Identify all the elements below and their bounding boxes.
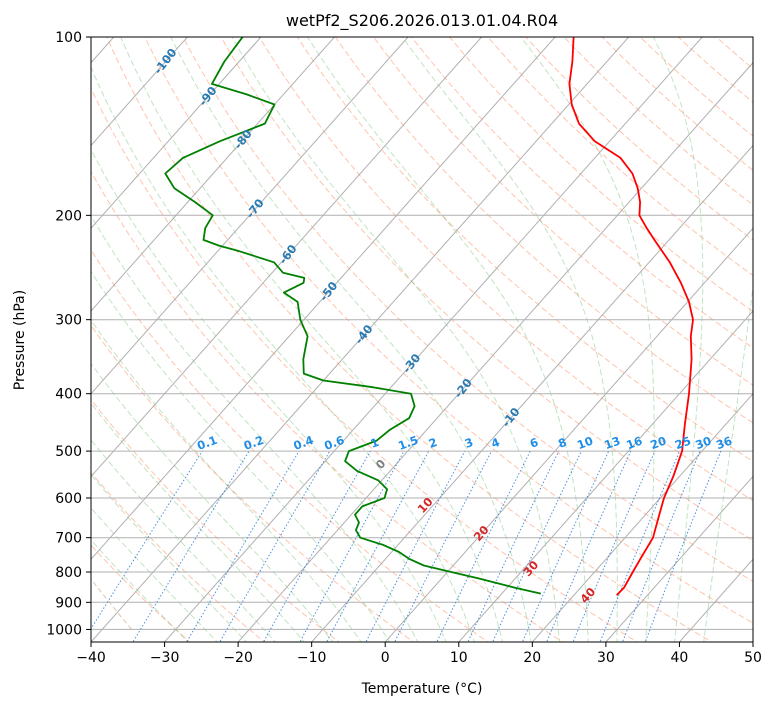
x-tick-label: −40	[76, 650, 106, 666]
x-tick-label: −20	[223, 650, 253, 666]
mixing-ratio-line	[492, 450, 582, 642]
isotherm-gridline	[237, 61, 753, 642]
mixing-ratio-label: 30	[693, 434, 713, 453]
mixing-ratio-line	[326, 450, 430, 642]
isotherm-gridline	[91, 37, 556, 560]
moist-adiabat-line	[703, 282, 753, 642]
mixing-ratio-label: 0.2	[242, 433, 266, 453]
mixing-ratio-line	[132, 450, 250, 642]
x-tick-label: 40	[670, 650, 688, 666]
mixing-ratio-line	[599, 450, 681, 642]
dry-adiabat-line	[182, 37, 753, 582]
mixing-ratio-label: 0.4	[292, 433, 316, 453]
mixing-ratio-label: 10	[575, 434, 595, 453]
y-tick-label: 800	[55, 565, 82, 581]
mixing-ratio-line	[365, 450, 466, 642]
isotherm-gridline	[605, 475, 753, 642]
moist-adiabat-line	[170, 37, 532, 642]
moist-adiabat-line	[307, 37, 589, 642]
y-tick-label: 1000	[46, 622, 82, 638]
x-tick-label: 30	[597, 650, 615, 666]
isotherm-gridline	[384, 227, 753, 642]
dry-adiabat-line	[258, 37, 753, 502]
isotherm-gridline	[91, 37, 262, 229]
mixing-ratio-label: 25	[673, 434, 693, 453]
dry-adiabat-line	[91, 324, 415, 642]
x-tick-label: −30	[150, 650, 180, 666]
isotherm-gridline	[91, 37, 189, 147]
mixing-ratio-label: 13	[602, 434, 622, 453]
dry-adiabat-line	[372, 37, 753, 386]
moist-adiabat-line	[401, 37, 618, 642]
y-tick-label: 200	[55, 208, 82, 224]
background-lines	[91, 37, 753, 642]
temperature-profile	[568, 37, 694, 596]
mixing-ratio-line	[467, 450, 560, 642]
mixing-ratio-label: 36	[714, 434, 734, 453]
moist-adiabat-line	[231, 37, 561, 642]
moist-adiabat-line	[520, 37, 655, 642]
mixing-ratio-label: 16	[624, 434, 644, 453]
y-axis-label: Pressure (hPa)	[12, 290, 28, 390]
chart-title: wetPf2_S206.2026.013.01.04.R04	[286, 11, 558, 31]
moist-adiabat-line	[652, 37, 704, 642]
moist-adiabat-line	[91, 319, 362, 642]
isotherm-gridline	[91, 37, 483, 478]
y-axis: 100 200 300 400 500 600 700 800 900 1000	[46, 30, 91, 638]
moist-adiabat-line	[120, 37, 504, 642]
y-tick-label: 300	[55, 313, 82, 329]
mixing-ratio-label: 20	[648, 434, 668, 453]
profile-lines	[164, 37, 694, 596]
mixing-ratio-line	[219, 450, 331, 642]
isotherm-gridline	[310, 144, 753, 642]
x-tick-label: 0	[381, 650, 390, 666]
y-tick-label: 400	[55, 387, 82, 403]
x-tick-label: 20	[523, 650, 541, 666]
x-tick-label: 10	[450, 650, 468, 666]
mixing-ratio-label: 1.5	[396, 433, 420, 453]
plot-frame	[90, 36, 754, 643]
pressure-gridlines	[91, 37, 753, 630]
moist-adiabat-line	[91, 66, 475, 642]
x-tick-label: 50	[744, 650, 762, 666]
mixing-ratio-line	[91, 450, 203, 630]
y-tick-label: 500	[55, 444, 82, 460]
mixing-ratio-label: 0.6	[322, 433, 346, 453]
dry-adiabat-line	[91, 87, 639, 642]
isotherm-gridline	[163, 37, 703, 642]
y-tick-label: 600	[55, 491, 82, 507]
mixing-ratio-lines	[91, 450, 722, 642]
dry-adiabat-line	[296, 37, 753, 462]
dewpoint-profile	[164, 37, 542, 595]
isotherm-gridline	[91, 37, 409, 395]
mixing-ratio-line	[621, 450, 701, 642]
isotherm-gridline	[531, 392, 753, 642]
x-axis-label: Temperature (°C)	[361, 681, 483, 697]
x-axis: −40 −30 −20 −10 0 10 20 30 40 50	[76, 642, 762, 666]
mixing-ratio-label: 0.1	[195, 433, 219, 453]
mixing-ratio-line	[644, 450, 722, 642]
y-tick-label: 700	[55, 531, 82, 547]
y-tick-label: 900	[55, 595, 82, 611]
x-tick-label: −10	[297, 650, 327, 666]
isotherm-gridline	[91, 37, 630, 642]
mixing-ratio-line	[572, 450, 656, 642]
y-tick-label: 100	[55, 30, 82, 46]
mixing-ratio-line	[394, 450, 492, 642]
isotherm-gridline	[458, 310, 753, 642]
